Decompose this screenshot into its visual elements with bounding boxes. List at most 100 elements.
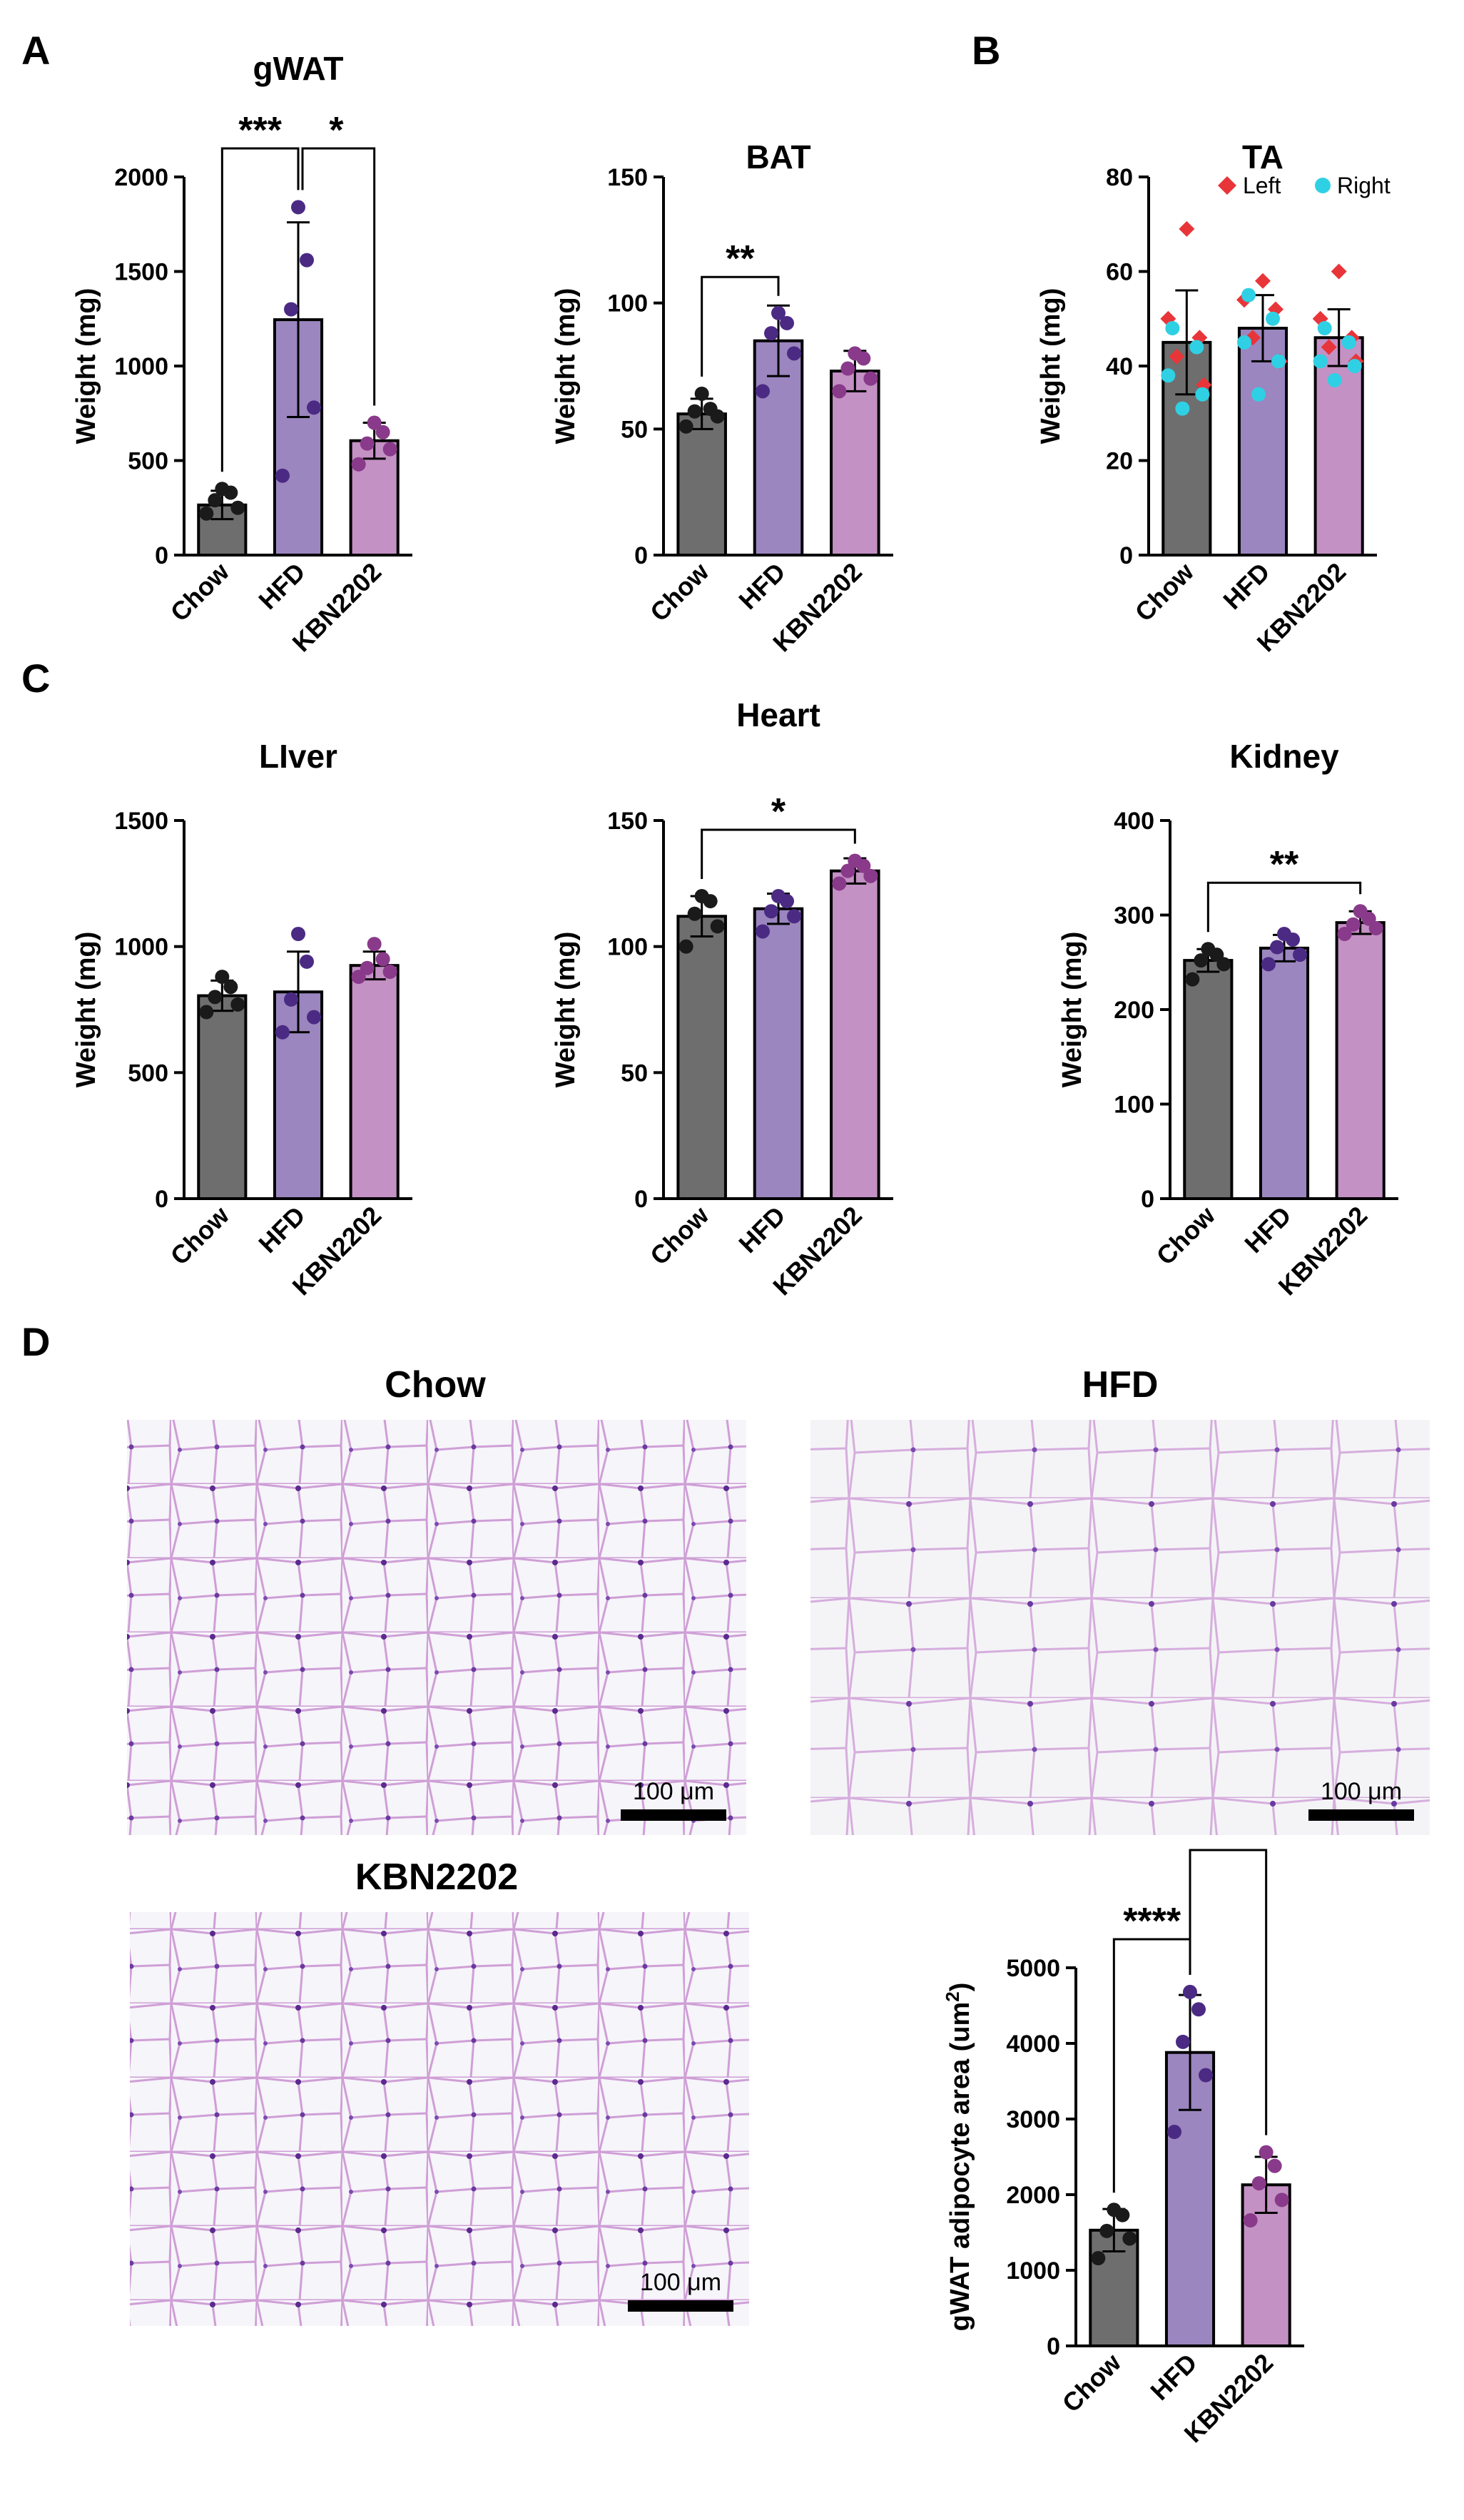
- y-tick-label: 50: [621, 416, 648, 443]
- data-point-right: [1327, 372, 1342, 387]
- data-point: [1277, 927, 1291, 941]
- significance-bracket: [701, 828, 856, 879]
- bar-kbn2202: [830, 370, 880, 557]
- significance-label: **: [1270, 844, 1299, 885]
- data-point: [1261, 957, 1276, 972]
- bar-kbn2202: [1313, 336, 1364, 557]
- y-tick-label: 0: [1047, 2333, 1060, 2360]
- data-point-right: [1189, 340, 1204, 355]
- x-tick-label-chow: Chow: [644, 557, 715, 627]
- micrograph-image-hfd: [810, 1420, 1430, 1835]
- y-axis-label: Weight (mg): [71, 288, 101, 444]
- scale-label-hfd: 100 μm: [1321, 1778, 1402, 1805]
- y-axis-label: Weight (mg): [71, 932, 101, 1088]
- chart-adipocyte-area: 0 1000 2000 3000 4000 5000 gWAT adipocyte area…: [942, 1812, 1304, 2448]
- x-tick-label-hfd: HFD: [1239, 1201, 1296, 1259]
- micrograph-hfd: HFD 100 μm: [810, 1364, 1430, 1835]
- data-point: [863, 371, 878, 386]
- panel-letter-d: D: [21, 1319, 50, 1364]
- significance-bracket: [1206, 881, 1362, 933]
- y-tick-label: 500: [128, 1060, 168, 1087]
- data-point: [1337, 927, 1352, 941]
- data-point: [351, 970, 366, 985]
- data-point: [1201, 942, 1216, 957]
- data-point: [787, 346, 801, 361]
- y-tick-label: 0: [634, 542, 648, 569]
- significance-label: ****: [1123, 1901, 1181, 1942]
- data-point: [1267, 2158, 1282, 2173]
- data-point: [367, 937, 382, 952]
- data-point-right: [1165, 321, 1180, 335]
- y-tick-label: 0: [155, 1186, 168, 1213]
- data-point: [1243, 2213, 1258, 2228]
- x-tick-label-chow: Chow: [644, 1200, 715, 1271]
- y-tick-label: 3000: [1006, 2106, 1060, 2133]
- data-point-right: [1161, 368, 1176, 383]
- x-tick-label-hfd: HFD: [1144, 2348, 1202, 2406]
- data-point-right: [1313, 354, 1328, 369]
- micrograph-title-kbn2202: KBN2202: [355, 1856, 518, 1898]
- chart-title-bat: BAT: [746, 138, 810, 176]
- x-tick-label-hfd: HFD: [733, 1201, 791, 1259]
- data-point-right: [1317, 321, 1332, 335]
- data-point: [1259, 2145, 1274, 2160]
- y-axis-label: Weight (mg): [551, 288, 581, 444]
- y-axis-label: Weight (mg): [551, 932, 581, 1088]
- y-tick-label: 150: [607, 808, 648, 835]
- data-point: [223, 980, 238, 995]
- data-point-left: [1321, 339, 1337, 355]
- y-tick-label: 1500: [114, 808, 168, 835]
- micrograph-title-chow: Chow: [385, 1364, 486, 1406]
- data-point: [382, 442, 397, 457]
- data-point-right: [1241, 288, 1256, 303]
- data-point: [1176, 2034, 1190, 2049]
- significance-label: *: [771, 791, 786, 833]
- y-tick-label: 150: [607, 164, 648, 191]
- y-tick-label: 5000: [1006, 1955, 1060, 1982]
- legend-marker-left: [1218, 176, 1236, 195]
- micrograph-image-kbn2202: [130, 1912, 749, 2326]
- data-point: [208, 493, 223, 508]
- data-point: [307, 400, 321, 415]
- data-point: [360, 960, 375, 975]
- data-point: [1270, 940, 1284, 955]
- chart-title-kidney: Kidney: [1229, 738, 1339, 775]
- data-point: [1194, 953, 1209, 968]
- data-point: [678, 939, 693, 954]
- data-point: [687, 906, 702, 921]
- data-point: [787, 909, 801, 924]
- data-point: [1251, 2176, 1266, 2191]
- data-point: [687, 404, 702, 419]
- data-point: [375, 425, 390, 440]
- data-point-right: [1266, 311, 1280, 326]
- data-point-right: [1237, 335, 1251, 350]
- panel-letter-a: A: [21, 28, 50, 73]
- y-tick-label: 60: [1106, 259, 1133, 286]
- data-point-right: [1195, 387, 1210, 402]
- data-point: [1274, 2193, 1289, 2207]
- y-tick-label: 0: [1119, 542, 1133, 569]
- data-point: [764, 326, 778, 341]
- y-tick-label: 20: [1106, 448, 1133, 475]
- bar-kbn2202: [1335, 921, 1386, 1200]
- y-tick-label: 1500: [114, 259, 168, 286]
- data-point: [1293, 947, 1307, 962]
- legend-label-left: Left: [1243, 173, 1281, 198]
- data-point: [832, 384, 847, 399]
- data-point: [284, 302, 298, 317]
- y-tick-label: 100: [1114, 1092, 1154, 1119]
- y-tick-label: 400: [1114, 808, 1154, 835]
- data-point: [1346, 917, 1361, 932]
- data-point-right: [1271, 354, 1286, 369]
- chart-title-liver: LIver: [259, 738, 337, 775]
- data-point: [840, 361, 855, 376]
- data-point: [848, 346, 863, 361]
- data-point-right: [1175, 401, 1190, 416]
- chart-title-heart: Heart: [736, 696, 820, 733]
- data-point: [756, 384, 770, 399]
- data-point: [230, 500, 245, 515]
- y-tick-label: 1000: [1006, 2257, 1060, 2285]
- micrograph-title-hfd: HFD: [1082, 1364, 1159, 1406]
